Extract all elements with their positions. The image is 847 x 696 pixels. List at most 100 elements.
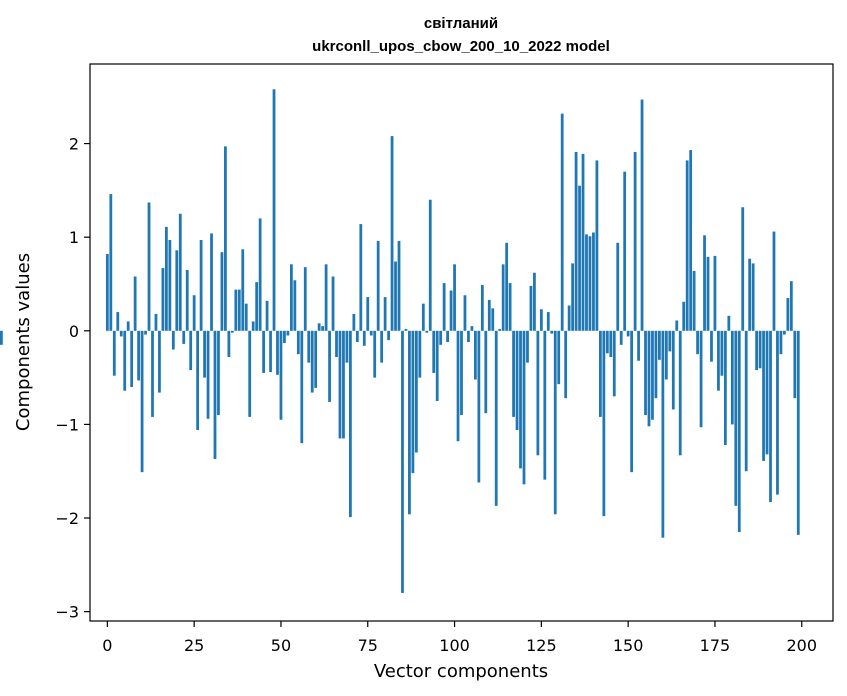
bar-25	[192, 295, 196, 331]
bar-143	[602, 330, 606, 517]
bar-37	[234, 289, 238, 331]
bar-82	[390, 136, 394, 331]
bar-197	[789, 281, 793, 331]
bar-12	[147, 202, 151, 331]
plot-frame	[89, 63, 834, 622]
bar-191	[769, 330, 772, 503]
bar-153	[637, 330, 640, 361]
bar-42	[251, 321, 255, 331]
bar-176	[717, 330, 720, 391]
bar-62	[321, 326, 325, 331]
bar-124	[536, 330, 540, 456]
bar-184	[744, 330, 748, 472]
bar-137	[581, 153, 585, 331]
bar-130	[557, 330, 561, 385]
bar-187	[755, 330, 759, 371]
bar-169	[692, 270, 696, 331]
bar-99	[449, 290, 453, 331]
bar-46	[265, 300, 269, 331]
bar-39	[241, 249, 245, 331]
bar-175	[713, 255, 717, 331]
bar-35	[227, 330, 231, 358]
bar-1	[109, 194, 113, 331]
bar-142	[598, 330, 602, 417]
bar-48	[272, 89, 276, 331]
bar-108	[480, 284, 484, 331]
bar-44	[258, 218, 262, 331]
bar-106	[474, 330, 477, 380]
bar-34	[224, 146, 227, 331]
bar-97	[442, 283, 446, 331]
x-axis-label: Vector components	[374, 661, 548, 682]
bar-121	[526, 330, 529, 363]
bar-112	[494, 330, 498, 506]
bar-90	[418, 330, 422, 378]
bar-116	[508, 283, 512, 331]
bar-127	[546, 312, 550, 331]
bar-140	[592, 232, 595, 331]
bar-193	[776, 330, 779, 495]
bar-55	[296, 330, 300, 355]
bar-29	[206, 330, 210, 419]
bar-163	[671, 330, 675, 410]
bar-0	[105, 254, 109, 331]
bar-72	[355, 330, 359, 343]
bar-40	[244, 303, 248, 331]
bar-151	[630, 330, 634, 473]
y-tick-label: −2	[55, 509, 79, 528]
x-tick-label: 150	[613, 636, 644, 655]
bar-147	[616, 242, 620, 331]
bar-115	[505, 242, 509, 331]
bar-192	[772, 231, 776, 331]
bar-27	[199, 239, 203, 331]
bar-174	[710, 330, 713, 362]
bar-32	[217, 330, 220, 416]
bar-8	[133, 276, 137, 331]
chart-title: світланий	[424, 15, 498, 32]
bar-54	[293, 280, 297, 331]
bar-60	[314, 330, 318, 388]
bar-166	[682, 301, 686, 331]
bar-53	[289, 264, 293, 331]
bar-64	[328, 330, 331, 402]
bar-19	[171, 330, 175, 350]
bar-21	[178, 213, 182, 331]
bar-71	[352, 313, 356, 331]
x-tick-label: 75	[358, 636, 378, 655]
x-tick-label: 125	[526, 636, 557, 655]
bar-95	[435, 330, 439, 402]
bar-113	[498, 328, 502, 331]
bar-38	[237, 289, 241, 331]
bar-47	[269, 330, 272, 372]
bar-68	[342, 330, 345, 439]
bar-18	[168, 239, 172, 331]
bar-92	[425, 330, 429, 333]
bar-152	[633, 152, 637, 331]
bar-118	[515, 330, 519, 431]
bar-186	[751, 263, 755, 331]
bar-31	[213, 330, 217, 460]
bar-139	[588, 236, 592, 331]
bar-43	[255, 282, 259, 331]
bar-36	[230, 330, 234, 333]
bar-105	[470, 326, 474, 331]
bar-9	[137, 330, 140, 381]
bar-158	[654, 330, 658, 399]
bar-14	[154, 313, 158, 331]
bar-170	[696, 330, 699, 355]
bar-28	[203, 330, 206, 378]
bar-104	[467, 330, 470, 343]
bar-198	[793, 330, 797, 399]
bar-154	[640, 99, 644, 331]
bar-81	[387, 330, 390, 341]
bar-120	[522, 330, 526, 485]
bar-141	[595, 160, 599, 331]
bar-133	[567, 305, 571, 331]
bar-63	[324, 264, 328, 331]
bar-196	[786, 298, 790, 331]
bar-58	[307, 330, 311, 363]
x-tick-label: 0	[102, 636, 112, 655]
bar-10	[140, 330, 144, 473]
bar-17	[164, 226, 168, 331]
